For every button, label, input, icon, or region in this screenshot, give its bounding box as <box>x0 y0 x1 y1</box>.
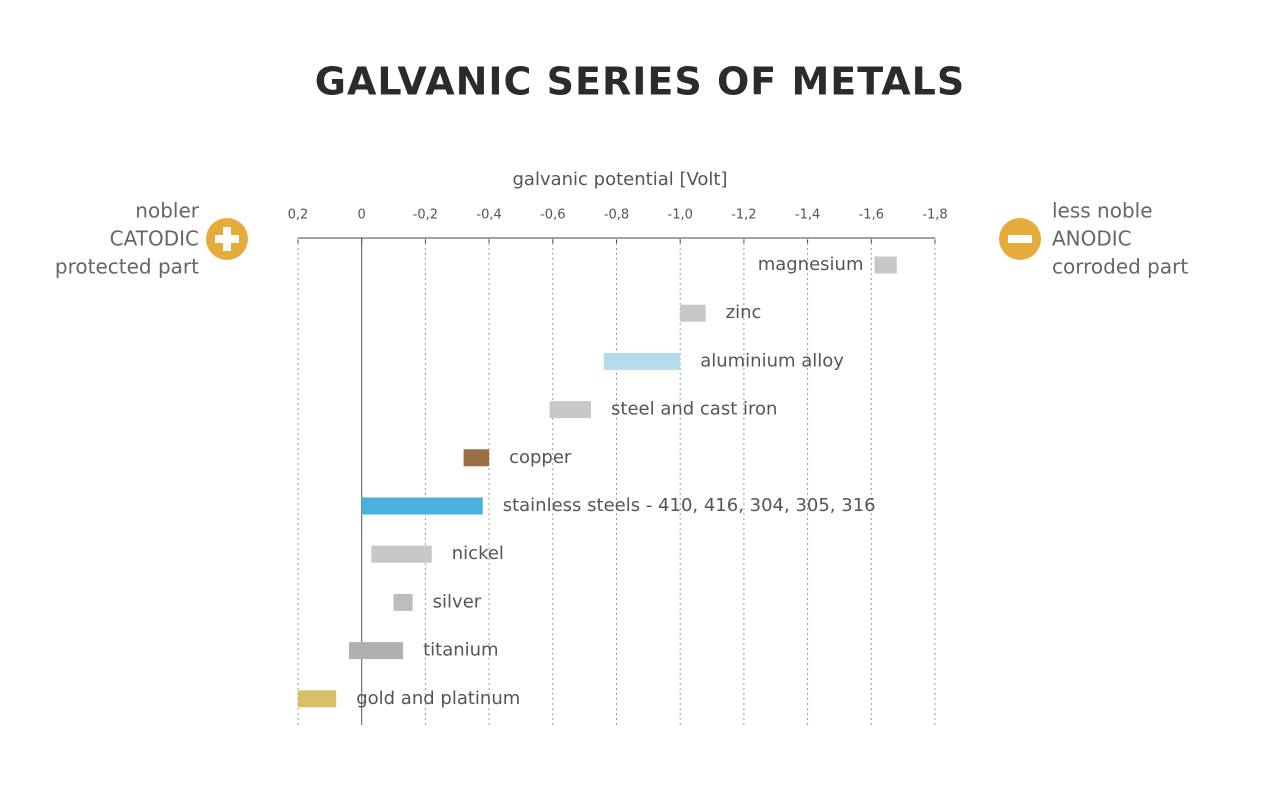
bar-label: zinc <box>726 302 762 323</box>
x-tick-label: -1,2 <box>731 208 756 223</box>
bar <box>361 497 483 515</box>
bar <box>393 593 413 611</box>
x-tick-label: 0 <box>358 208 366 223</box>
right-note: ANODIC <box>1052 227 1132 251</box>
minus-icon <box>999 218 1041 260</box>
bar <box>348 642 404 660</box>
left-note: nobler <box>135 199 199 223</box>
bar-label: gold and platinum <box>356 688 520 709</box>
bar-label: stainless steels - 410, 416, 304, 305, 3… <box>503 495 876 516</box>
bar-label: magnesium <box>758 254 864 275</box>
bar-label: steel and cast iron <box>611 399 777 420</box>
bar-label: nickel <box>452 543 504 564</box>
x-tick-label: -1,6 <box>859 208 884 223</box>
bar-label: copper <box>509 447 572 468</box>
right-note: corroded part <box>1052 255 1188 279</box>
left-note: CATODIC <box>110 227 199 251</box>
x-tick-label: -0,8 <box>604 208 629 223</box>
bar <box>298 690 337 708</box>
bar <box>603 352 681 370</box>
left-note: protected part <box>55 255 199 279</box>
bar <box>463 449 490 467</box>
x-tick-label: -0,6 <box>540 208 565 223</box>
x-tick-label: -0,4 <box>476 208 501 223</box>
plus-icon <box>206 218 248 260</box>
bar <box>371 545 432 563</box>
x-tick-label: -1,0 <box>668 208 693 223</box>
bar-label: aluminium alloy <box>700 350 844 371</box>
bar-label: silver <box>433 591 482 612</box>
right-note: less noble <box>1052 199 1153 223</box>
bar <box>680 304 706 322</box>
bar <box>549 401 592 419</box>
x-axis-label: galvanic potential [Volt] <box>513 169 728 190</box>
bar <box>874 256 897 274</box>
x-tick-label: -1,8 <box>922 208 947 223</box>
x-tick-label: 0,2 <box>288 208 309 223</box>
bar-label: titanium <box>423 640 499 661</box>
x-tick-label: -1,4 <box>795 208 820 223</box>
x-tick-label: -0,2 <box>413 208 438 223</box>
chart-title: GALVANIC SERIES OF METALS <box>315 60 965 104</box>
